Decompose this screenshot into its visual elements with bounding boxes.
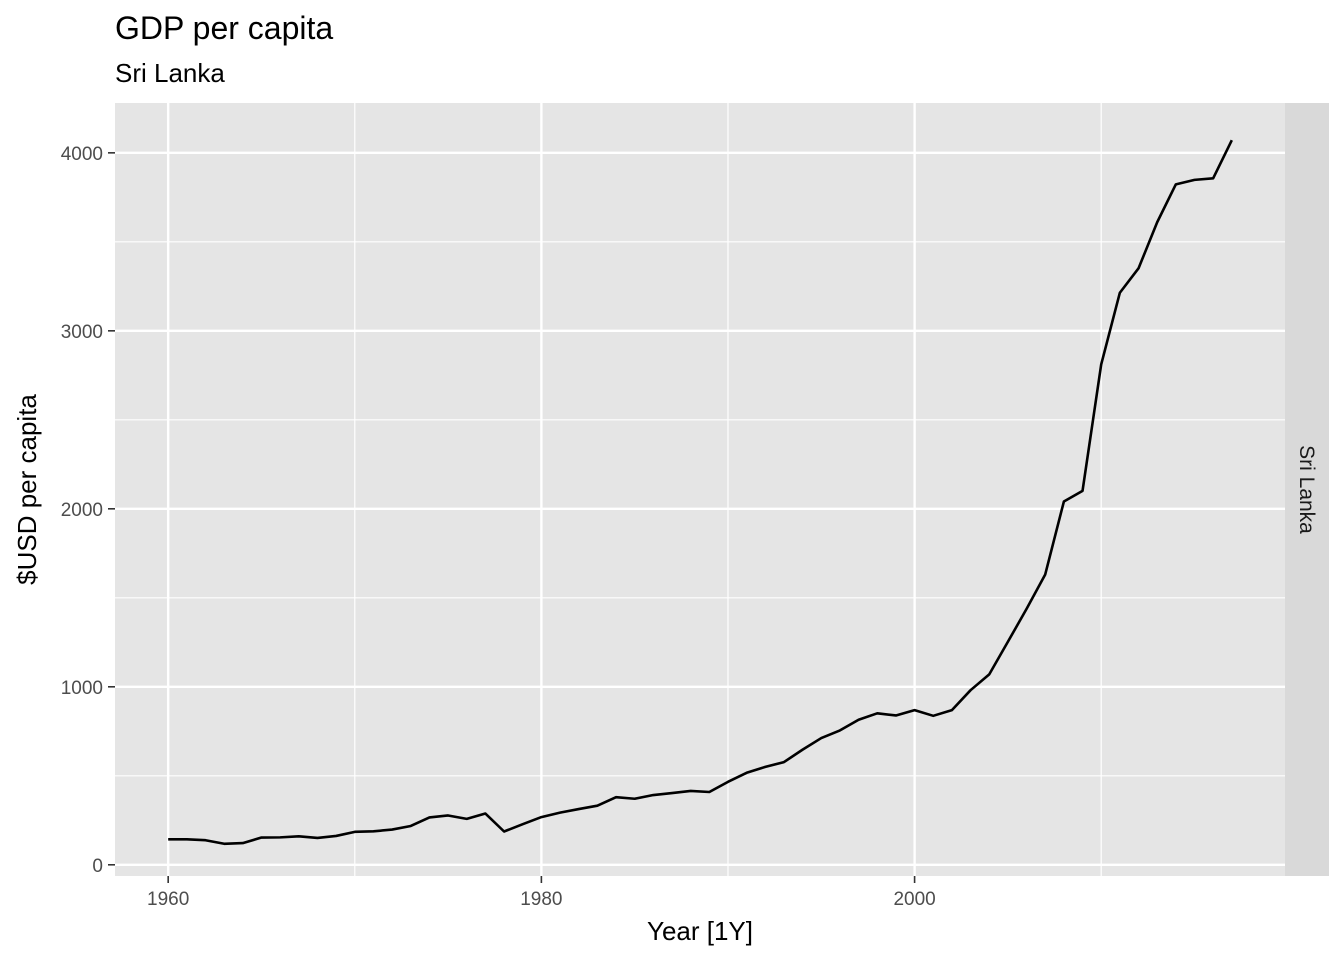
data-point xyxy=(1193,179,1195,181)
data-point xyxy=(391,828,393,830)
data-point xyxy=(727,781,729,783)
y-tick-label: 0 xyxy=(92,856,103,877)
data-point xyxy=(503,830,505,832)
data-point xyxy=(372,830,374,832)
data-point xyxy=(615,796,617,798)
data-point xyxy=(1081,490,1083,492)
y-tick-label: 3000 xyxy=(61,322,103,343)
data-point xyxy=(1137,267,1139,269)
data-point xyxy=(988,673,990,675)
data-point xyxy=(932,715,934,717)
data-point xyxy=(522,823,524,825)
data-point xyxy=(204,839,206,841)
x-tick-label: 1980 xyxy=(520,889,562,910)
facet-strip-label: Sri Lanka xyxy=(1295,445,1318,534)
data-point xyxy=(1156,221,1158,223)
data-point xyxy=(1100,363,1102,365)
data-point xyxy=(559,811,561,813)
data-point xyxy=(1231,139,1233,141)
data-point xyxy=(801,748,803,750)
chart-title: GDP per capita xyxy=(115,10,333,46)
data-point xyxy=(1007,641,1009,643)
data-point xyxy=(633,798,635,800)
y-tick-label: 2000 xyxy=(61,500,103,521)
data-point xyxy=(335,835,337,837)
major-gridlines xyxy=(115,103,1285,876)
data-point xyxy=(1212,177,1214,179)
data-point xyxy=(242,842,244,844)
data-point xyxy=(764,766,766,768)
data-point xyxy=(783,761,785,763)
data-point xyxy=(410,825,412,827)
x-tick-label: 2000 xyxy=(893,889,935,910)
y-tick-label: 1000 xyxy=(61,678,103,699)
data-point xyxy=(820,737,822,739)
data-point xyxy=(260,836,262,838)
data-point xyxy=(428,816,430,818)
data-point xyxy=(298,835,300,837)
data-point xyxy=(596,804,598,806)
x-axis: 1960 1980 2000 xyxy=(147,876,936,910)
data-point xyxy=(186,838,188,840)
data-point xyxy=(447,814,449,816)
data-point xyxy=(913,709,915,711)
data-point xyxy=(484,812,486,814)
chart-subtitle: Sri Lanka xyxy=(115,58,225,88)
data-point xyxy=(708,791,710,793)
data-point xyxy=(969,689,971,691)
data-point xyxy=(1175,183,1177,185)
data-point xyxy=(876,712,878,714)
data-point xyxy=(354,831,356,833)
data-point xyxy=(652,794,654,796)
data-point xyxy=(540,816,542,818)
data-point xyxy=(839,729,841,731)
series-line xyxy=(168,139,1233,846)
minor-gridlines xyxy=(115,103,1285,876)
data-point xyxy=(745,772,747,774)
data-point xyxy=(223,843,225,845)
data-point xyxy=(279,836,281,838)
y-axis: 0 1000 2000 3000 4000 xyxy=(61,144,115,877)
x-axis-title: Year [1Y] xyxy=(647,916,753,946)
y-tick-label: 4000 xyxy=(61,144,103,165)
data-point xyxy=(951,709,953,711)
data-point xyxy=(1063,500,1065,502)
y-axis-title: $USD per capita xyxy=(12,394,42,585)
facet-strip xyxy=(1285,103,1329,876)
data-point xyxy=(466,818,468,820)
data-point xyxy=(1044,573,1046,575)
data-point xyxy=(316,837,318,839)
plot-panel xyxy=(115,103,1285,876)
data-point xyxy=(857,719,859,721)
data-point xyxy=(1119,292,1121,294)
x-tick-label: 1960 xyxy=(147,889,189,910)
data-point xyxy=(1025,608,1027,610)
data-point xyxy=(895,714,897,716)
data-point xyxy=(578,808,580,810)
data-point xyxy=(167,838,169,840)
data-point xyxy=(689,790,691,792)
data-point xyxy=(671,792,673,794)
